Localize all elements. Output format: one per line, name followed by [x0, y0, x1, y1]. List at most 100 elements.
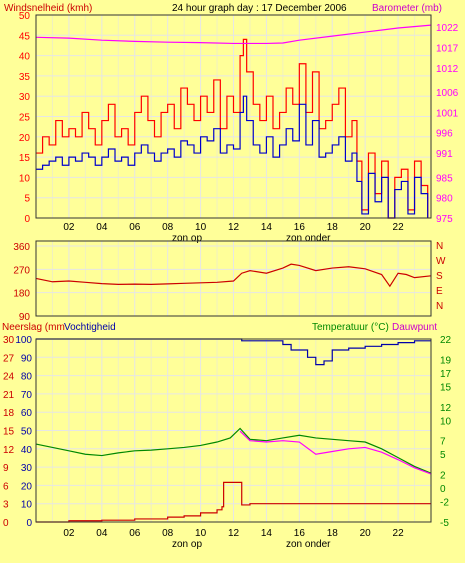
humidity-y-tick-label: 30 [21, 463, 33, 474]
barometer-y-tick-label: 1022 [436, 23, 459, 34]
temperature-axis-title: Temperatuur (°C) [312, 322, 389, 333]
humidity-y-tick-label: 50 [21, 427, 33, 438]
x-tick-label-bottom: 20 [360, 528, 372, 539]
humidity-y-tick-label: 60 [21, 408, 33, 419]
rain-line [36, 481, 431, 523]
barometer-y-tick-label: 1001 [436, 108, 459, 119]
barometer-y-tick-label: 991 [436, 149, 453, 160]
x-tick-label-top: 02 [63, 222, 75, 233]
wind-y-tick-label: 15 [19, 153, 31, 164]
x-tick-label-top: 22 [393, 222, 405, 233]
barometer-y-tick-label: 996 [436, 129, 453, 140]
temperature-y-tick-label: 5 [440, 450, 446, 461]
x-tick-label-bottom: 14 [261, 528, 273, 539]
x-tick-label-bottom: 16 [294, 528, 306, 539]
humidity-line [36, 338, 431, 366]
x-tick-label-top: 16 [294, 222, 306, 233]
wind-y-tick-label: 0 [24, 214, 30, 225]
temperature-y-tick-label: -5 [440, 518, 449, 529]
rain-y-tick-label: 3 [3, 500, 9, 511]
temperature-y-tick-label: 17 [440, 369, 452, 380]
temperature-y-tick-label: 15 [440, 382, 452, 393]
barometer-line [35, 24, 432, 45]
wind-y-tick-label: 35 [19, 72, 31, 83]
temperature-y-tick-label: -2 [440, 498, 449, 509]
x-tick-label-top: 18 [327, 222, 339, 233]
compass-label: W [436, 256, 446, 267]
bottom-panel [35, 338, 432, 523]
barometer-y-tick-label: 975 [436, 214, 453, 225]
x-tick-label-bottom: 10 [195, 528, 207, 539]
compass-label: E [436, 286, 443, 297]
x-tick-label-top: 14 [261, 222, 273, 233]
temperature-y-tick-label: 12 [440, 403, 452, 414]
humidity-y-tick-label: 80 [21, 372, 33, 383]
rain-y-tick-label: 12 [3, 445, 15, 456]
temperature-y-tick-label: 2 [440, 471, 446, 482]
x-tick-label-bottom: 04 [96, 528, 108, 539]
rain-y-tick-label: 9 [3, 463, 9, 474]
chart-marks: 0202040406060808101012121414161618182020… [3, 11, 459, 539]
barometer-y-tick-label: 1006 [436, 88, 459, 99]
humidity-y-tick-label: 20 [21, 481, 33, 492]
rain-y-tick-label: 24 [3, 372, 15, 383]
wind-average-line [36, 95, 429, 219]
rain-y-tick-label: 15 [3, 427, 15, 438]
sunrise-label-bottom: zon op [172, 539, 202, 550]
humidity-axis-title: Vochtigheid [64, 322, 116, 333]
x-tick-label-top: 20 [360, 222, 372, 233]
wind-y-tick-label: 45 [19, 31, 31, 42]
wind-y-tick-label: 20 [19, 133, 31, 144]
barometer-axis-title: Barometer (mb) [372, 3, 442, 14]
compass-label: N [436, 301, 443, 312]
temperature-line [35, 427, 432, 474]
wind-y-tick-label: 40 [19, 52, 31, 63]
direction-panel [35, 240, 432, 317]
humidity-y-tick-label: 90 [21, 353, 33, 364]
x-tick-label-top: 10 [195, 222, 207, 233]
x-tick-label-bottom: 02 [63, 528, 75, 539]
humidity-y-tick-label: 100 [15, 335, 32, 346]
wind-y-tick-label: 50 [19, 11, 31, 22]
temperature-y-tick-label: 22 [440, 335, 452, 346]
barometer-y-tick-label: 1017 [436, 43, 459, 54]
x-tick-label-top: 06 [129, 222, 141, 233]
temperature-y-tick-label: 19 [440, 355, 452, 366]
barometer-y-tick-label: 980 [436, 194, 453, 205]
x-tick-label-bottom: 22 [393, 528, 405, 539]
x-tick-label-top: 12 [228, 222, 240, 233]
wind-y-tick-label: 25 [19, 113, 31, 124]
x-tick-label-top: 04 [96, 222, 108, 233]
direction-y-tick-label: 270 [13, 265, 30, 276]
x-tick-label-bottom: 18 [327, 528, 339, 539]
compass-label: N [436, 241, 443, 252]
x-tick-label-bottom: 08 [162, 528, 174, 539]
sunset-label-bottom: zon onder [286, 539, 331, 550]
rain-axis-title: Neerslag (mm [2, 322, 65, 333]
direction-y-tick-label: 360 [13, 242, 30, 253]
barometer-y-tick-label: 1012 [436, 64, 459, 75]
sunset-label-top: zon onder [286, 233, 331, 244]
compass-label: S [436, 271, 443, 282]
humidity-y-tick-label: 10 [21, 500, 33, 511]
rain-y-tick-label: 6 [3, 481, 9, 492]
rain-y-tick-label: 18 [3, 408, 15, 419]
chart-title: 24 hour graph day : 17 December 2006 [172, 3, 347, 14]
direction-y-tick-label: 90 [19, 312, 31, 323]
temperature-y-tick-label: 7 [440, 437, 446, 448]
rain-y-tick-label: 30 [3, 335, 15, 346]
humidity-y-tick-label: 0 [26, 518, 32, 529]
temperature-y-tick-label: 0 [440, 484, 446, 495]
x-tick-label-bottom: 06 [129, 528, 141, 539]
temperature-y-tick-label: 10 [440, 416, 452, 427]
wind-direction-line [35, 263, 432, 288]
rain-y-tick-label: 27 [3, 353, 15, 364]
x-tick-label-bottom: 12 [228, 528, 240, 539]
wind-axis-title: Windsnelheid (kmh) [4, 3, 92, 14]
wind-y-tick-label: 5 [24, 194, 30, 205]
rain-y-tick-label: 21 [3, 390, 15, 401]
sunrise-label-top: zon op [172, 233, 202, 244]
rain-y-tick-label: 0 [3, 518, 9, 529]
wind-y-tick-label: 30 [19, 92, 31, 103]
